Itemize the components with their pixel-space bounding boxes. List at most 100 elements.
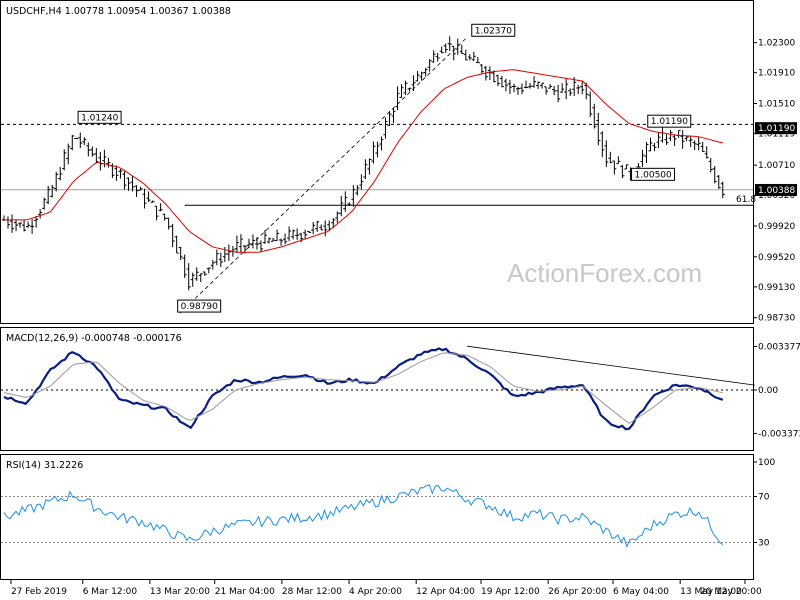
price-bar xyxy=(568,88,573,97)
price-bar xyxy=(154,205,159,221)
price-bar xyxy=(712,166,717,184)
price-bar xyxy=(238,234,243,254)
price-bar xyxy=(612,160,617,175)
price-bar xyxy=(10,214,15,233)
price-bar xyxy=(696,136,701,151)
x-tick-label: 13 May 12:00 xyxy=(680,587,742,597)
annotation-box xyxy=(77,110,122,124)
price-bar xyxy=(435,52,440,62)
price-bar xyxy=(692,140,697,151)
x-tick-label: 20 May 20:00 xyxy=(700,587,762,597)
price-bar xyxy=(560,83,565,93)
price-bar xyxy=(515,86,520,95)
price-y-tick-label: 1.02300 xyxy=(758,39,795,49)
price-bar xyxy=(700,142,705,153)
price-bar xyxy=(708,157,713,173)
price-bar xyxy=(86,142,91,157)
moving-average-line xyxy=(4,69,723,253)
price-y-tick-label: 1.01910 xyxy=(758,69,795,79)
x-tick-label: 19 Apr 12:00 xyxy=(481,587,540,597)
price-bar xyxy=(126,177,131,191)
price-bar xyxy=(162,213,167,221)
price-bar xyxy=(524,80,529,89)
price-y-tick-label: 1.01510 xyxy=(758,100,795,110)
price-bar xyxy=(271,237,276,242)
price-bar xyxy=(335,211,340,223)
price-bar xyxy=(588,91,593,117)
price-layer: 61.8 1.02370 1.01240 1.00500 1.01190 0.98790 xyxy=(1,23,756,314)
price-bar xyxy=(38,209,43,219)
price-bar xyxy=(668,130,673,142)
price-bar xyxy=(82,137,87,146)
price-bar xyxy=(295,228,300,240)
price-bar xyxy=(371,141,376,164)
price-bar xyxy=(664,134,669,145)
price-bar xyxy=(704,146,709,159)
price-bar xyxy=(66,143,71,165)
price-bar xyxy=(190,272,195,287)
rsi-panel-frame xyxy=(0,454,754,580)
price-bar xyxy=(275,229,280,242)
price-bar xyxy=(174,235,179,254)
price-bar xyxy=(142,188,147,209)
price-bar xyxy=(532,76,537,88)
price-bar xyxy=(158,203,163,212)
price-bar xyxy=(463,49,468,61)
annotation-label: 1.02370 xyxy=(475,26,512,36)
price-bar xyxy=(451,45,456,61)
price-bar xyxy=(347,202,352,206)
price-panel-frame xyxy=(0,0,754,324)
price-bar xyxy=(367,158,372,175)
price-bar xyxy=(680,130,685,149)
price-bar xyxy=(134,185,139,197)
price-y-tick-label: 1.01119 xyxy=(758,130,795,140)
price-y-tick-label: 0.99920 xyxy=(758,222,795,232)
price-bar xyxy=(210,259,215,270)
macd-y-tick-label: 0.00 xyxy=(758,386,778,396)
price-bar xyxy=(54,171,59,192)
price-bar xyxy=(70,134,75,151)
price-y-tick-label: 0.99130 xyxy=(758,283,795,293)
annotation-label: 1.00500 xyxy=(635,170,672,180)
price-bar xyxy=(166,217,171,230)
fib-label: 61.8 xyxy=(736,195,756,205)
price-bar xyxy=(556,84,561,103)
macd-y-tick-label: 0.003377 xyxy=(758,342,800,352)
price-bar xyxy=(6,216,11,229)
rsi-y-tick-label: 30 xyxy=(758,539,770,549)
x-tick-label: 27 Feb 2019 xyxy=(11,587,67,597)
price-bar xyxy=(475,56,480,64)
price-bar xyxy=(644,142,649,164)
price-bar xyxy=(487,66,492,81)
price-trendline xyxy=(179,36,468,314)
price-bar xyxy=(624,164,629,170)
price-bar xyxy=(495,74,500,87)
price-bar xyxy=(170,223,175,248)
price-bar xyxy=(319,224,324,231)
price-bar xyxy=(684,135,689,142)
price-bar xyxy=(58,166,63,181)
annotation-label: 1.01190 xyxy=(651,117,688,127)
price-bar xyxy=(507,79,512,94)
price-bar xyxy=(303,229,308,239)
price-bar xyxy=(194,267,199,281)
price-bar xyxy=(576,84,581,95)
price-bar xyxy=(511,83,516,93)
price-bar xyxy=(676,129,681,138)
price-bar xyxy=(214,249,219,266)
price-bar xyxy=(22,219,27,232)
annotation: 0.98790 xyxy=(177,299,222,313)
price-bar xyxy=(90,146,95,157)
price-y-tick-label: 1.00320 xyxy=(758,191,795,201)
macd-layer xyxy=(1,345,756,431)
price-bar xyxy=(283,233,288,245)
price-bar xyxy=(254,237,259,250)
macd-panel-title: MACD(12,26,9) -0.000748 -0.000176 xyxy=(6,333,182,344)
price-bar xyxy=(383,117,388,139)
price-bar xyxy=(138,186,143,191)
price-bar xyxy=(94,148,99,163)
price-bar xyxy=(467,54,472,61)
price-bar xyxy=(14,220,19,232)
price-bar xyxy=(423,67,428,77)
price-bar xyxy=(263,230,268,244)
